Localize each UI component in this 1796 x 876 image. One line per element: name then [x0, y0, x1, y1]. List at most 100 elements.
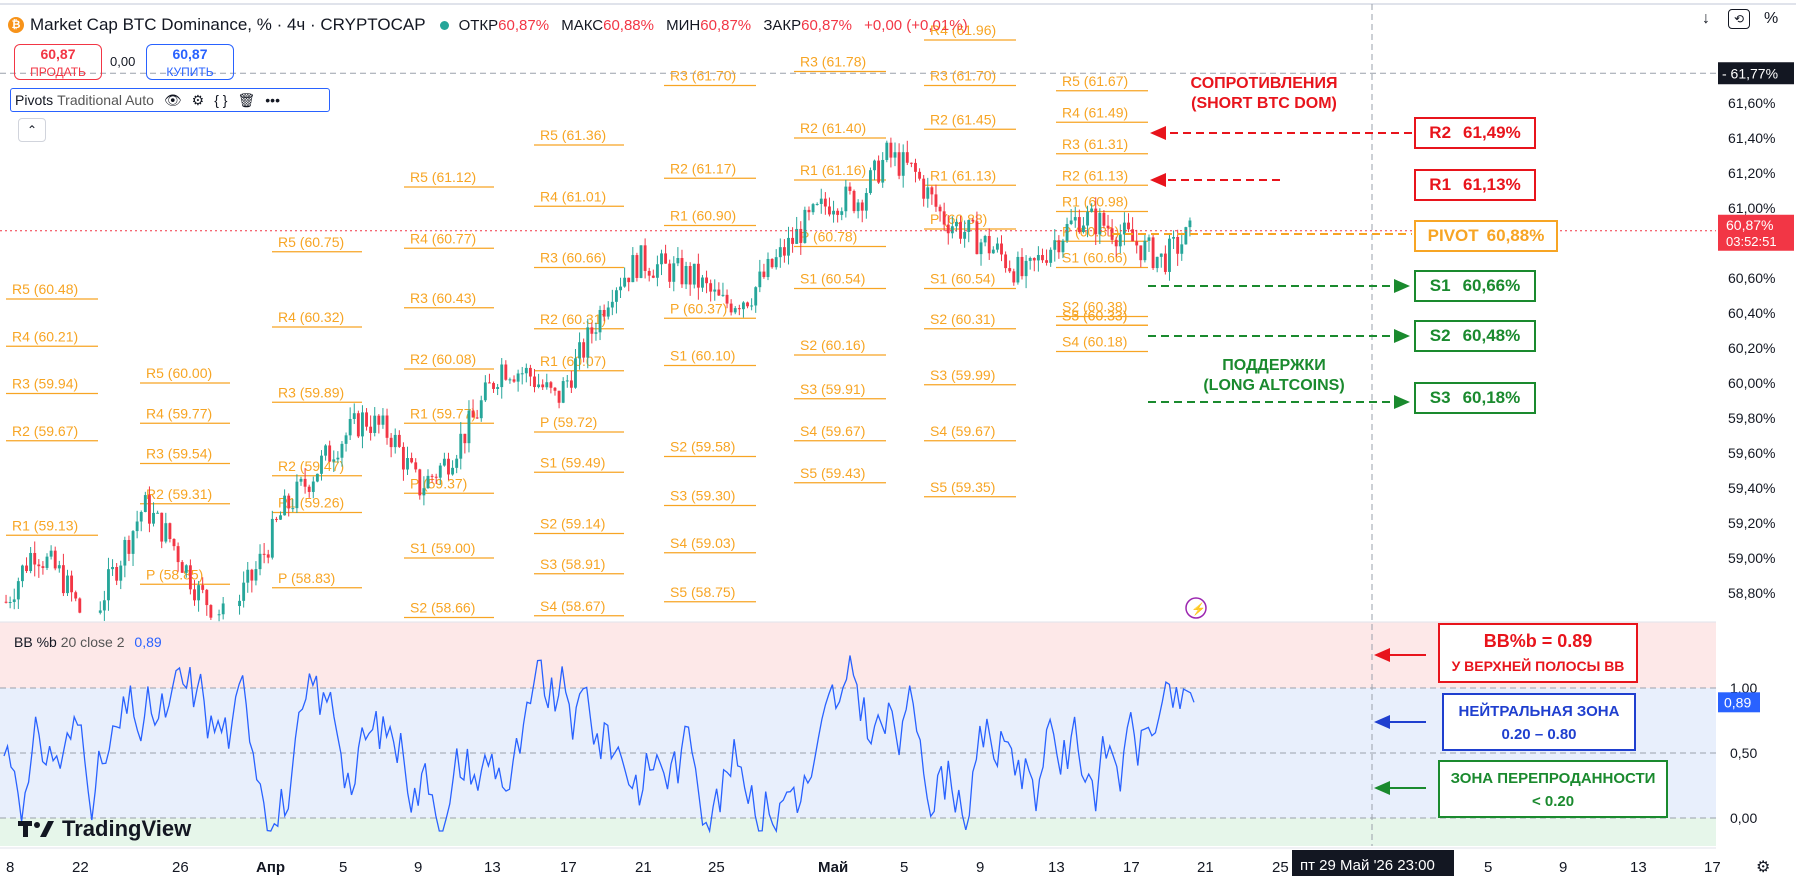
price-tick: 60,60%: [1728, 270, 1775, 286]
r1-label: R1 61,13%: [1414, 169, 1536, 201]
time-tick: 25: [708, 859, 725, 876]
price-scale-bg: [1716, 0, 1796, 876]
pivot-label: S1 (60.54): [930, 271, 995, 287]
percent-toggle[interactable]: %: [1764, 10, 1779, 27]
candle-body: [434, 476, 438, 478]
time-tick: 17: [560, 859, 577, 876]
resistance-title-text: СОПРОТИВЛЕНИЯ (SHORT BTC DOM): [1190, 75, 1338, 112]
pivot-label: R4 (60.32): [278, 309, 344, 325]
candle-body: [1012, 271, 1016, 283]
candle-body: [725, 294, 729, 304]
candle-body: [828, 206, 831, 215]
candle-body: [1131, 229, 1135, 242]
trash-icon[interactable]: 🗑: [237, 91, 256, 108]
pivot-label: R3 (60.66): [540, 250, 606, 266]
pivot-label: R5 (60.75): [278, 234, 344, 250]
candle-body: [131, 531, 135, 554]
tradingview-logo: TradingView: [18, 816, 191, 842]
r1-arrow-head: [1150, 173, 1166, 187]
candle-body: [348, 418, 352, 436]
candle-body: [660, 253, 663, 265]
candle-body: [1102, 212, 1106, 226]
pivot-label: R5 (61.36): [540, 127, 606, 143]
time-tick: 22: [72, 859, 89, 876]
symbol-title[interactable]: Market Cap BTC Dominance, % · 4ч · CRYPT…: [30, 15, 426, 34]
eye-icon[interactable]: 👁: [163, 91, 182, 108]
candle-body: [1073, 217, 1077, 221]
candle-body: [188, 565, 192, 590]
more-icon[interactable]: •••: [265, 92, 280, 108]
pivot-label: R1 (61.16): [800, 162, 866, 178]
pivots-indicator-legend[interactable]: Pivots Traditional Auto 👁 ⚙ { } 🗑 •••: [10, 88, 330, 112]
candle-body: [1147, 237, 1151, 241]
candle-body: [955, 221, 958, 227]
candle-body: [107, 569, 110, 601]
candle-body: [201, 585, 205, 590]
chevron-up-icon[interactable]: ⌃: [18, 118, 46, 142]
download-icon[interactable]: ↓: [1702, 10, 1710, 27]
candle-body: [909, 162, 913, 164]
candle-body: [459, 433, 463, 459]
pivot-label: R1 (59.13): [12, 517, 78, 533]
code-icon[interactable]: { }: [214, 92, 228, 108]
candle-body: [975, 221, 979, 255]
pivot-label: S5 (59.35): [930, 479, 995, 495]
pivot-label: R3 (59.54): [146, 446, 212, 462]
candle-body: [713, 289, 717, 292]
candle-body: [537, 384, 541, 388]
pivot-label: R4 (60.77): [410, 230, 476, 246]
candle-body: [377, 415, 381, 425]
pivot-label: R4 (61.01): [540, 188, 606, 204]
candle-body: [1036, 255, 1040, 261]
candle-body: [750, 305, 754, 307]
candle-body: [844, 186, 848, 212]
price-tick: 60,40%: [1728, 305, 1775, 321]
candle-body: [602, 309, 606, 317]
candle-body: [643, 245, 647, 271]
candle-body: [746, 302, 749, 307]
candle-body: [152, 512, 155, 524]
candle-body: [639, 245, 643, 278]
candle-body: [1069, 220, 1073, 225]
candle-body: [475, 417, 479, 419]
candle-body: [782, 247, 786, 256]
fullscreen-icon[interactable]: ⟲: [1728, 9, 1750, 29]
pivot-label: R4 (59.77): [146, 405, 212, 421]
crosshair-time-label: пт 29 Май '26 23:00: [1300, 857, 1435, 874]
candle-body: [250, 569, 254, 581]
sell-button[interactable]: 60,87 ПРОДАТЬ: [14, 44, 102, 80]
candle-body: [795, 228, 799, 244]
candle-body: [864, 193, 868, 211]
candle-body: [291, 508, 295, 510]
pivot-label: S1 (59.49): [540, 454, 605, 470]
candle-body: [49, 550, 53, 557]
crosshair-time-bg: [1292, 850, 1454, 876]
candle-body: [496, 387, 500, 389]
candle-body: [512, 379, 516, 382]
candle-body: [1090, 208, 1094, 212]
candle-body: [352, 413, 356, 419]
candle-body: [1127, 222, 1130, 230]
gear-icon[interactable]: ⚙: [191, 91, 205, 108]
candle-body: [111, 567, 114, 570]
candle-body: [528, 367, 532, 377]
candle-body: [606, 307, 610, 317]
pivot-label: S1 (60.66): [1062, 250, 1127, 266]
candle-body: [1172, 237, 1175, 239]
candle-body: [295, 481, 299, 509]
candle-body: [426, 475, 430, 489]
pivot-label: R5 (61.12): [410, 169, 476, 185]
change-value: +0,00 (+0,01%): [864, 16, 968, 34]
candle-body: [901, 152, 905, 176]
oversold-zone-note: ЗОНА ПЕРЕПРОДАННОСТИ < 0.20: [1438, 760, 1668, 818]
candle-body: [963, 231, 967, 239]
buy-button[interactable]: 60,87 КУПИТЬ: [146, 44, 234, 80]
candle-body: [246, 569, 250, 583]
bb-indicator-legend[interactable]: BB %b 20 close 2 0,89: [14, 634, 162, 650]
time-tick: 9: [1559, 859, 1567, 876]
candle-body: [553, 387, 557, 391]
candle-body: [1094, 208, 1098, 235]
candle-body: [467, 410, 471, 444]
candle-body: [397, 434, 401, 447]
